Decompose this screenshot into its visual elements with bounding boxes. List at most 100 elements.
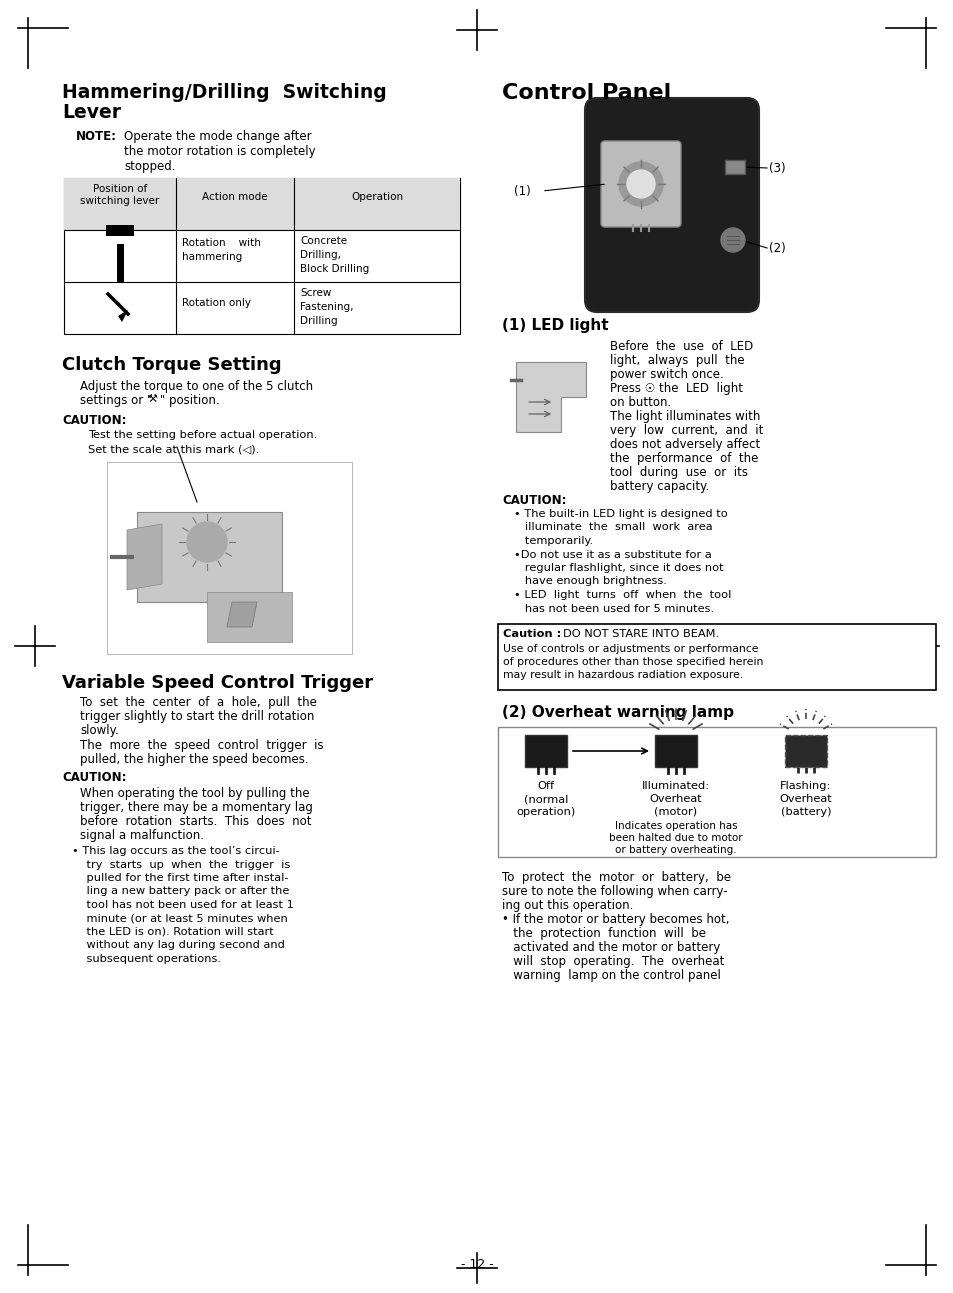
Text: The light illuminates with: The light illuminates with xyxy=(609,410,760,423)
Text: Caution :: Caution : xyxy=(502,628,560,639)
Text: the motor rotation is completely: the motor rotation is completely xyxy=(124,145,315,158)
Text: trigger slightly to start the drill rotation: trigger slightly to start the drill rota… xyxy=(80,710,314,723)
Polygon shape xyxy=(118,310,128,322)
Text: - 12 -: - 12 - xyxy=(460,1258,493,1271)
Text: • LED  light  turns  off  when  the  tool: • LED light turns off when the tool xyxy=(514,590,731,600)
Text: Overheat: Overheat xyxy=(779,794,832,804)
Text: (1): (1) xyxy=(514,185,530,198)
Text: Action mode: Action mode xyxy=(202,191,268,202)
Text: (3): (3) xyxy=(768,162,785,175)
Text: (motor): (motor) xyxy=(654,807,697,817)
Circle shape xyxy=(720,228,744,252)
Text: Test the setting before actual operation.: Test the setting before actual operation… xyxy=(88,431,317,440)
Text: •Do not use it as a substitute for a: •Do not use it as a substitute for a xyxy=(514,550,711,560)
Text: operation): operation) xyxy=(516,807,575,817)
Text: battery capacity.: battery capacity. xyxy=(609,480,708,493)
FancyBboxPatch shape xyxy=(584,98,759,312)
Bar xyxy=(524,734,566,767)
Text: switching lever: switching lever xyxy=(80,197,159,206)
Text: CAUTION:: CAUTION: xyxy=(62,414,127,427)
Text: power switch once.: power switch once. xyxy=(609,369,723,381)
Bar xyxy=(106,225,133,237)
Text: Press ☉ the  LED  light: Press ☉ the LED light xyxy=(609,381,742,394)
Text: (1) LED light: (1) LED light xyxy=(501,318,608,334)
Text: warning  lamp on the control panel: warning lamp on the control panel xyxy=(501,968,720,981)
Text: Operation: Operation xyxy=(351,191,402,202)
Text: Rotation    with: Rotation with xyxy=(182,238,260,248)
Text: signal a malfunction.: signal a malfunction. xyxy=(80,829,204,842)
Circle shape xyxy=(626,169,655,198)
Text: ⚒: ⚒ xyxy=(147,394,157,403)
Text: may result in hazardous radiation exposure.: may result in hazardous radiation exposu… xyxy=(502,670,742,680)
Bar xyxy=(64,178,459,230)
Text: before  rotation  starts.  This  does  not: before rotation starts. This does not xyxy=(80,815,312,828)
Text: Drilling,: Drilling, xyxy=(299,250,340,260)
Text: trigger, there may be a momentary lag: trigger, there may be a momentary lag xyxy=(80,800,313,815)
Polygon shape xyxy=(127,524,162,590)
Text: subsequent operations.: subsequent operations. xyxy=(71,954,221,965)
Bar xyxy=(497,727,935,857)
Text: Control Panel: Control Panel xyxy=(501,83,671,103)
Text: have enough brightness.: have enough brightness. xyxy=(514,577,666,587)
Text: Clutch Torque Setting: Clutch Torque Setting xyxy=(62,356,281,374)
Bar xyxy=(724,160,744,175)
Text: • This lag occurs as the tool’s circui-: • This lag occurs as the tool’s circui- xyxy=(71,846,279,856)
Text: Use of controls or adjustments or performance: Use of controls or adjustments or perfor… xyxy=(502,644,758,654)
Text: Hammering/Drilling  Switching: Hammering/Drilling Switching xyxy=(62,83,386,102)
Text: To  set  the  center  of  a  hole,  pull  the: To set the center of a hole, pull the xyxy=(80,696,316,709)
Text: DO NOT STARE INTO BEAM.: DO NOT STARE INTO BEAM. xyxy=(562,628,719,639)
Text: stopped.: stopped. xyxy=(124,160,175,173)
Text: the  performance  of  the: the performance of the xyxy=(609,453,758,465)
Bar xyxy=(505,343,601,442)
Text: CAUTION:: CAUTION: xyxy=(62,771,127,784)
Text: (2): (2) xyxy=(768,242,785,255)
Text: very  low  current,  and  it: very low current, and it xyxy=(609,424,762,437)
Text: NOTE:: NOTE: xyxy=(76,131,117,144)
Text: pulled, the higher the speed becomes.: pulled, the higher the speed becomes. xyxy=(80,753,309,765)
Text: Drilling: Drilling xyxy=(299,315,337,326)
Polygon shape xyxy=(207,592,292,643)
Text: Operate the mode change after: Operate the mode change after xyxy=(124,131,312,144)
Text: Illuminated:: Illuminated: xyxy=(641,781,709,791)
Text: CAUTION:: CAUTION: xyxy=(501,494,566,507)
Text: activated and the motor or battery: activated and the motor or battery xyxy=(501,941,720,954)
Text: temporarily.: temporarily. xyxy=(514,537,593,546)
Text: • The built-in LED light is designed to: • The built-in LED light is designed to xyxy=(514,509,727,518)
Text: Variable Speed Control Trigger: Variable Speed Control Trigger xyxy=(62,674,373,692)
Text: sure to note the following when carry-: sure to note the following when carry- xyxy=(501,884,727,899)
Text: illuminate  the  small  work  area: illuminate the small work area xyxy=(514,522,712,533)
Polygon shape xyxy=(227,603,256,627)
Text: on button.: on button. xyxy=(609,396,671,409)
Bar xyxy=(655,734,697,767)
Text: slowly.: slowly. xyxy=(80,724,118,737)
Text: has not been used for 5 minutes.: has not been used for 5 minutes. xyxy=(514,604,714,613)
Text: light,  always  pull  the: light, always pull the xyxy=(609,354,744,367)
Text: the LED is on). Rotation will start: the LED is on). Rotation will start xyxy=(71,927,274,937)
Text: The  more  the  speed  control  trigger  is: The more the speed control trigger is xyxy=(80,740,323,753)
Text: (2) Overheat warning lamp: (2) Overheat warning lamp xyxy=(501,705,733,720)
Polygon shape xyxy=(516,362,585,432)
Text: Block Drilling: Block Drilling xyxy=(299,264,369,274)
Text: (normal: (normal xyxy=(523,794,568,804)
Text: When operating the tool by pulling the: When operating the tool by pulling the xyxy=(80,787,310,800)
Text: hammering: hammering xyxy=(182,252,242,262)
Text: the  protection  function  will  be: the protection function will be xyxy=(501,927,705,940)
Polygon shape xyxy=(137,512,282,603)
Text: of procedures other than those specified herein: of procedures other than those specified… xyxy=(502,657,762,667)
Text: pulled for the first time after instal-: pulled for the first time after instal- xyxy=(71,873,288,883)
Text: Concrete: Concrete xyxy=(299,237,347,246)
Bar xyxy=(107,462,352,654)
Text: been halted due to motor: been halted due to motor xyxy=(609,833,742,843)
Text: Screw: Screw xyxy=(299,288,331,297)
Text: Set the scale at this mark (◁).: Set the scale at this mark (◁). xyxy=(88,443,259,454)
Text: Overheat: Overheat xyxy=(649,794,701,804)
Text: Fastening,: Fastening, xyxy=(299,303,354,312)
Text: ling a new battery pack or after the: ling a new battery pack or after the xyxy=(71,887,289,896)
FancyBboxPatch shape xyxy=(600,141,680,228)
Text: settings or "  " position.: settings or " " position. xyxy=(80,394,219,407)
Text: Position of: Position of xyxy=(92,184,147,194)
Bar xyxy=(64,178,459,334)
Text: Flashing:: Flashing: xyxy=(780,781,831,791)
Text: (battery): (battery) xyxy=(780,807,830,817)
Text: Off: Off xyxy=(537,781,554,791)
